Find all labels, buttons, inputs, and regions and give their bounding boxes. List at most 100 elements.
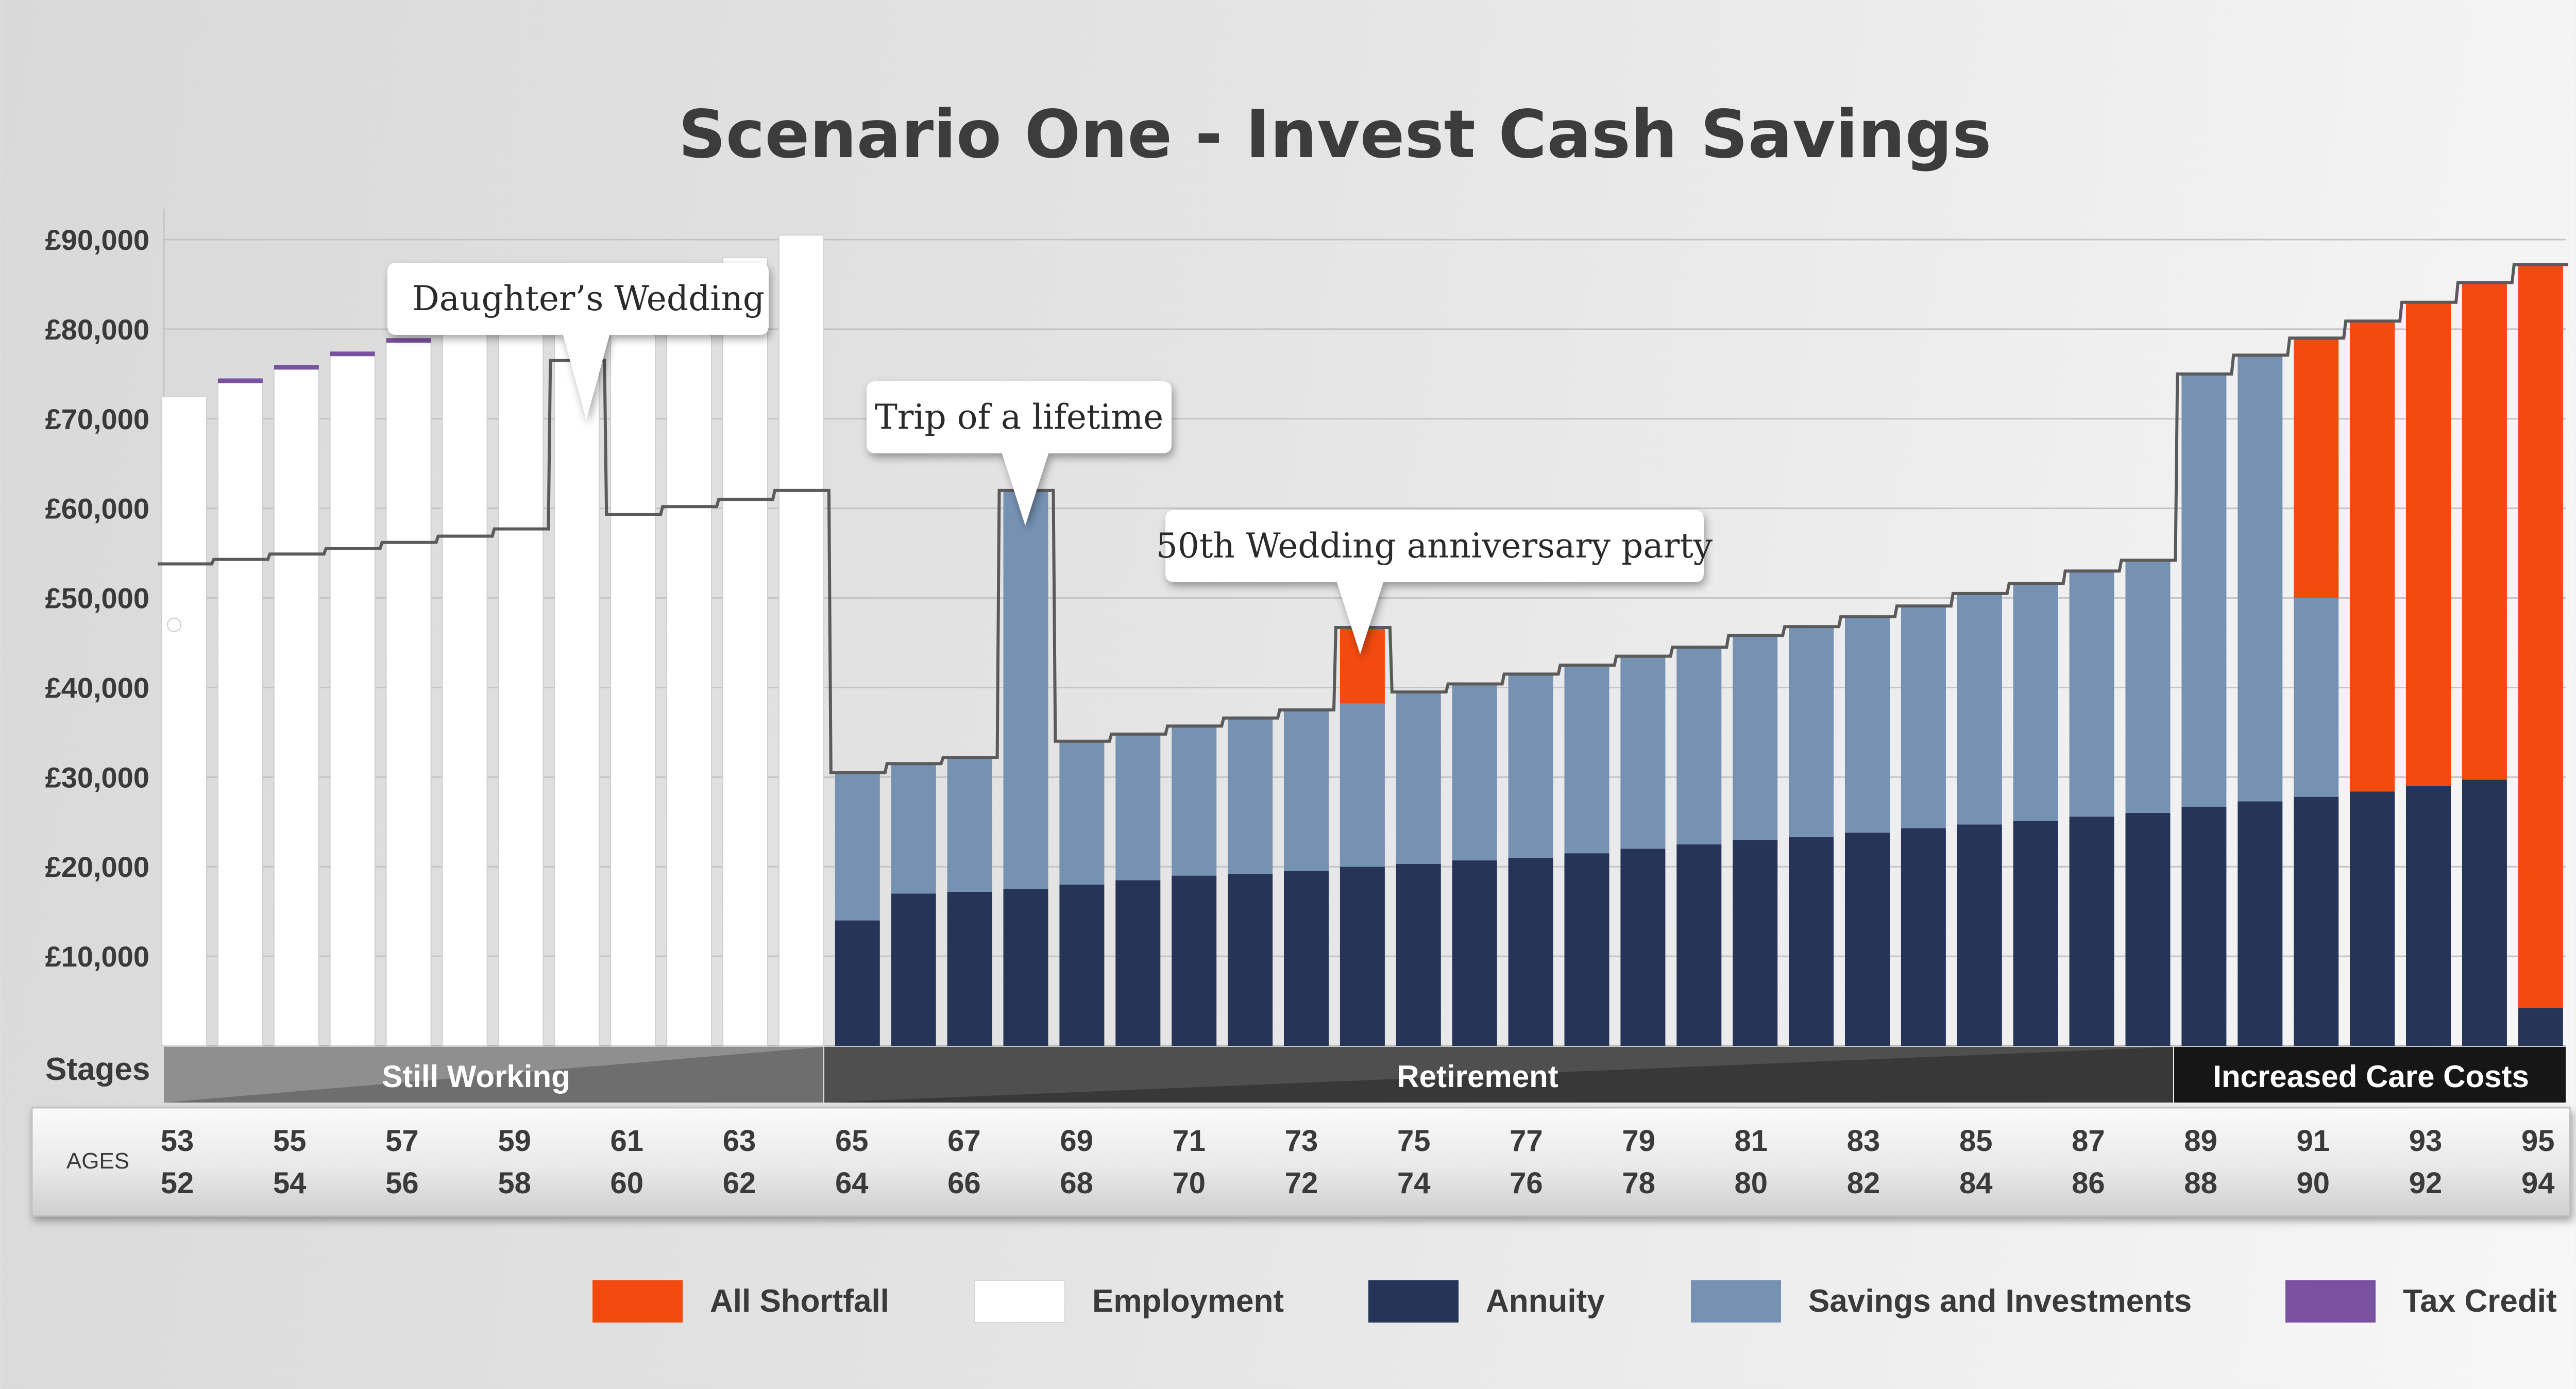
bar-annuity <box>2125 812 2171 1046</box>
callout-label: 50th Wedding anniversary party <box>1156 526 1713 566</box>
y-tick-label: £10,000 <box>45 940 149 973</box>
age-bottom-label: 66 <box>947 1166 981 1200</box>
y-tick-label: £30,000 <box>45 761 149 793</box>
line-marker <box>167 617 181 632</box>
bar-savings-and-investments <box>1115 734 1161 880</box>
age-top-label: 53 <box>161 1124 194 1158</box>
bar-savings-and-investments <box>1340 703 1385 867</box>
bar-annuity <box>2069 816 2114 1046</box>
legend-label-employment: Employment <box>1092 1283 1284 1319</box>
age-top-label: 93 <box>2409 1124 2443 1158</box>
bar-savings-and-investments <box>1508 674 1553 858</box>
bar-savings-and-investments <box>1284 709 1329 871</box>
age-top-label: 59 <box>498 1124 531 1158</box>
age-bottom-label: 92 <box>2409 1166 2443 1200</box>
legend: All Shortfall Employment Annuity Savings an… <box>592 1280 2557 1323</box>
bar-annuity <box>1845 833 1890 1046</box>
bar-annuity <box>2238 801 2283 1046</box>
bar-savings-and-investments <box>2013 583 2058 821</box>
age-top-label: 67 <box>947 1124 981 1158</box>
bar-employment <box>610 283 656 1046</box>
bar-employment <box>722 257 768 1046</box>
age-top-label: 87 <box>2072 1124 2105 1158</box>
bar-annuity <box>1340 867 1385 1046</box>
bar-annuity <box>1733 840 1778 1046</box>
y-tick-label: £50,000 <box>45 582 149 615</box>
age-top-label: 85 <box>1959 1124 1993 1158</box>
bar-annuity <box>1957 824 2002 1046</box>
callout-box <box>867 381 1172 526</box>
age-bottom-label: 76 <box>1510 1166 1543 1200</box>
y-tick-label: £20,000 <box>45 851 149 883</box>
bar-annuity <box>1172 875 1217 1046</box>
bar-annuity <box>1003 889 1048 1046</box>
bar-savings-and-investments <box>1172 726 1217 876</box>
bar-tax-credit <box>330 351 375 357</box>
bar-annuity <box>2294 797 2339 1046</box>
bar-savings-and-investments <box>835 772 880 921</box>
bar-savings-and-investments <box>947 757 992 892</box>
bars <box>161 234 2563 1047</box>
age-top-label: 75 <box>1397 1124 1431 1158</box>
age-top-label: 73 <box>1285 1124 1318 1158</box>
callout-3: 50th Wedding anniversary party <box>1156 510 1713 654</box>
bar-all-shortfall <box>2406 302 2451 786</box>
legend-label-annuity: Annuity <box>1486 1283 1605 1319</box>
bar-employment <box>666 270 713 1046</box>
age-bottom-label: 78 <box>1622 1166 1655 1200</box>
stage-label-still-working: Still Working <box>382 1059 570 1094</box>
bar-all-shortfall <box>2518 264 2563 1008</box>
age-top-label: 81 <box>1735 1124 1768 1158</box>
y-tick-label: £80,000 <box>45 313 149 346</box>
bar-annuity <box>1228 874 1273 1046</box>
callout-label: Daughter’s Wedding <box>412 279 765 318</box>
chart-title: Scenario One - Invest Cash Savings <box>679 96 1992 173</box>
ages-box <box>31 1107 2571 1217</box>
age-top-label: 77 <box>1510 1124 1543 1158</box>
ages-label: AGES <box>66 1148 129 1174</box>
bar-savings-and-investments <box>1003 490 1048 889</box>
y-tick-label: £60,000 <box>45 493 149 525</box>
age-bottom-label: 62 <box>723 1166 756 1200</box>
age-top-label: 61 <box>611 1124 644 1158</box>
bar-savings-and-investments <box>1845 617 1890 833</box>
bar-annuity <box>1508 857 1553 1046</box>
y-tick-label: £70,000 <box>45 403 149 435</box>
age-top-label: 69 <box>1060 1124 1093 1158</box>
bar-savings-and-investments <box>2238 355 2283 802</box>
bar-employment <box>161 396 207 1046</box>
bar-annuity <box>2406 786 2451 1046</box>
age-top-label: 91 <box>2297 1124 2330 1158</box>
bar-employment <box>442 328 488 1046</box>
age-top-label: 83 <box>1847 1124 1880 1158</box>
bar-annuity <box>1396 864 1441 1046</box>
annotations: Daughter’s Wedding Trip of a lifetime 50th… <box>387 263 1713 654</box>
age-bottom-label: 68 <box>1060 1166 1093 1200</box>
bar-tax-credit <box>274 365 319 370</box>
age-bottom-label: 58 <box>498 1166 531 1200</box>
bar-employment <box>385 342 432 1047</box>
stages-band: Stages Still Working Retirement Increased C… <box>45 1047 2566 1103</box>
age-top-label: 55 <box>273 1124 307 1158</box>
bar-savings-and-investments <box>891 764 936 894</box>
bar-savings-and-investments <box>1901 606 1946 828</box>
bar-annuity <box>1115 880 1161 1046</box>
callout-box <box>387 263 769 420</box>
age-top-label: 79 <box>1622 1124 1655 1158</box>
bar-annuity <box>891 893 936 1046</box>
stage-band-shade <box>164 1047 823 1103</box>
bar-employment <box>329 355 376 1046</box>
bar-all-shortfall <box>2294 338 2339 598</box>
age-bottom-label: 52 <box>161 1166 194 1200</box>
bar-all-shortfall <box>2462 282 2507 780</box>
age-bottom-label: 90 <box>2297 1166 2330 1200</box>
callout-1: Daughter’s Wedding <box>387 263 769 420</box>
bar-annuity <box>2181 806 2227 1046</box>
bar-annuity <box>1901 828 1946 1046</box>
age-bottom-label: 56 <box>385 1166 419 1200</box>
age-bottom-label: 80 <box>1735 1166 1768 1200</box>
callout-box <box>1165 510 1704 654</box>
stage-label-retirement: Retirement <box>1397 1059 1558 1094</box>
bar-employment <box>554 301 600 1047</box>
